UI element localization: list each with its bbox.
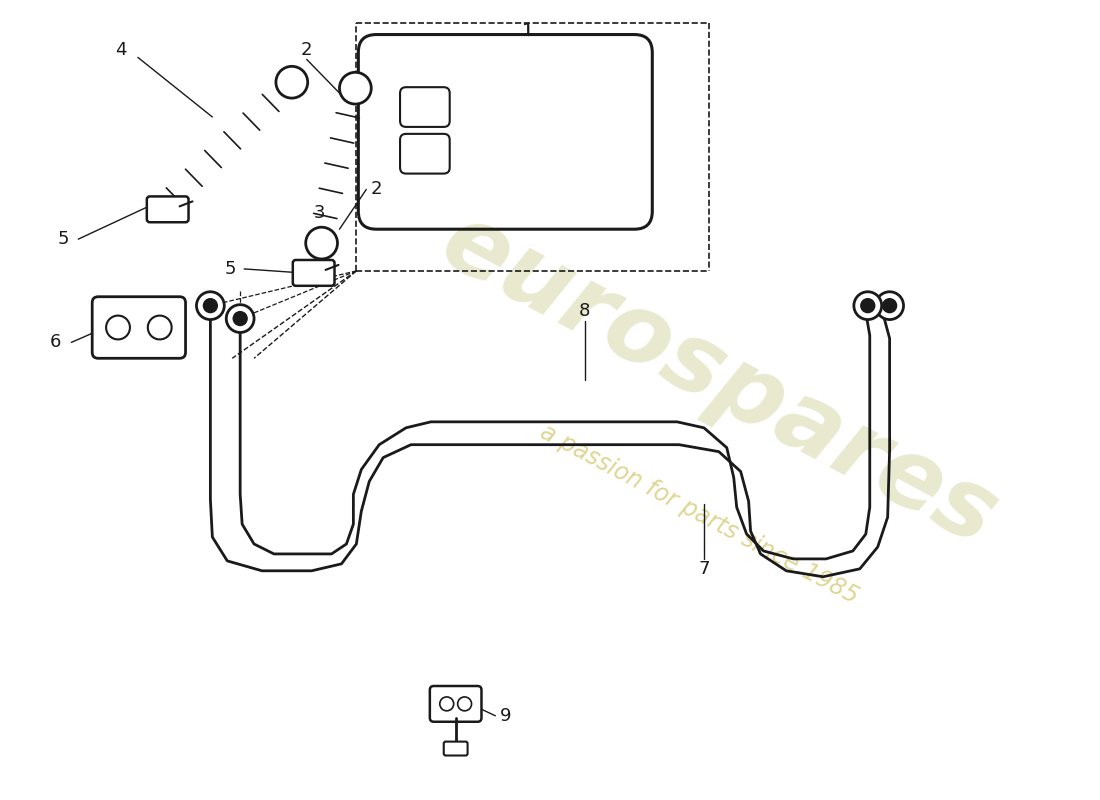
FancyBboxPatch shape — [92, 297, 186, 358]
FancyBboxPatch shape — [400, 134, 450, 174]
FancyBboxPatch shape — [443, 742, 468, 755]
Circle shape — [233, 312, 248, 326]
Text: 3: 3 — [314, 204, 326, 222]
Text: a passion for parts since 1985: a passion for parts since 1985 — [536, 420, 862, 609]
Circle shape — [106, 315, 130, 339]
Circle shape — [854, 292, 882, 319]
Circle shape — [876, 292, 903, 319]
Text: eurospares: eurospares — [426, 194, 1012, 566]
Text: 8: 8 — [579, 302, 591, 320]
FancyBboxPatch shape — [293, 260, 334, 286]
Circle shape — [197, 292, 224, 319]
Text: 6: 6 — [50, 334, 62, 351]
Text: 5: 5 — [224, 260, 236, 278]
Circle shape — [306, 227, 338, 259]
Circle shape — [204, 298, 218, 313]
Text: 2: 2 — [371, 181, 382, 198]
Circle shape — [861, 298, 875, 313]
Circle shape — [440, 697, 453, 711]
Circle shape — [276, 66, 308, 98]
Circle shape — [147, 315, 172, 339]
FancyBboxPatch shape — [430, 686, 482, 722]
Text: 7: 7 — [698, 560, 710, 578]
FancyBboxPatch shape — [146, 197, 188, 222]
Text: 5: 5 — [57, 230, 69, 248]
Text: 2: 2 — [301, 42, 312, 59]
Text: 1: 1 — [522, 22, 534, 39]
Circle shape — [227, 305, 254, 333]
Circle shape — [882, 298, 896, 313]
Text: 4: 4 — [116, 42, 127, 59]
Circle shape — [340, 72, 372, 104]
Text: 9: 9 — [499, 706, 512, 725]
FancyBboxPatch shape — [400, 87, 450, 127]
Circle shape — [458, 697, 472, 711]
